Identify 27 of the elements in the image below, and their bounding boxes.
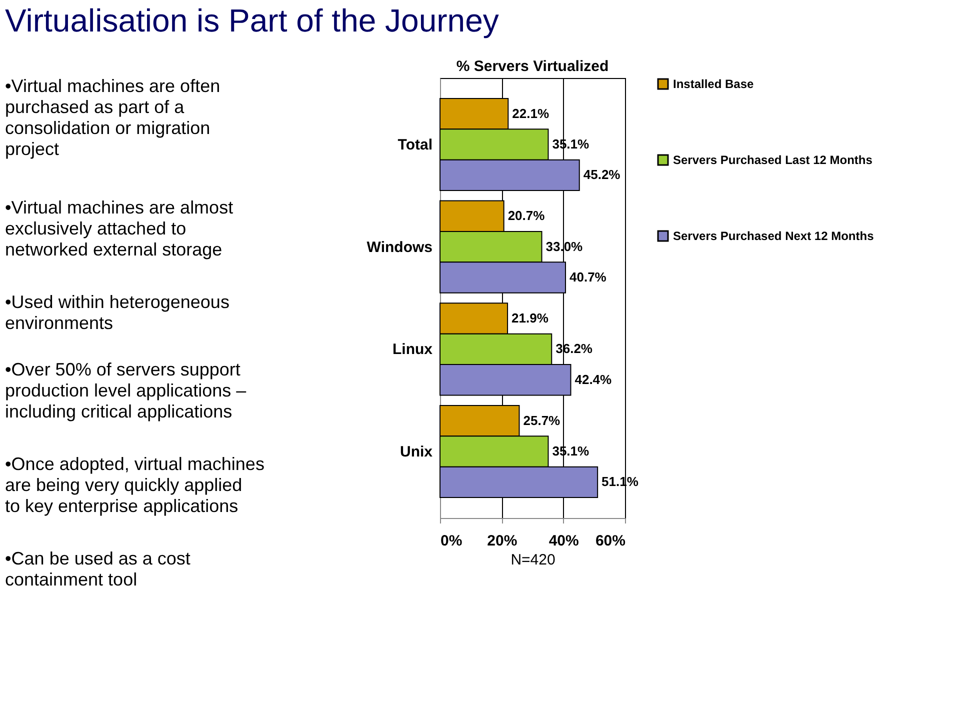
legend-label: Servers Purchased Last 12 Months: [673, 153, 873, 167]
y-tick-label: Linux: [392, 341, 434, 358]
data-label: 42.4%: [574, 372, 612, 387]
data-label: 22.1%: [512, 106, 550, 121]
x-tick-label: 60%: [595, 532, 626, 550]
x-tick-label: 0%: [440, 532, 462, 550]
text: •Can be used as a cost containment tool: [5, 548, 190, 590]
y-tick-label: Windows: [366, 238, 432, 256]
y-tick-label: Total: [398, 136, 432, 154]
data-label: 45.2%: [583, 167, 621, 182]
x-axis-title: N=420: [510, 552, 556, 568]
data-label: 40.7%: [569, 270, 607, 285]
chart-title: Virtualisation is Part of the Journey: [5, 2, 499, 38]
x-tick-label: 40%: [548, 532, 579, 550]
text: •Virtual machines are almost exclusively attached to networked external storage: [5, 198, 234, 260]
data-label: 21.9%: [512, 310, 549, 326]
text: •Used within heterogeneous environments: [5, 292, 230, 333]
legend-label: Installed Base: [673, 77, 754, 91]
chart-subtitle: % Servers Virtualized: [456, 58, 609, 75]
text: •Once adopted, virtual machines are being very quickly applied to key enterprise applications: [5, 454, 264, 516]
text: •Virtual machines are often purchased as part of a consolidation or migration project: [5, 76, 220, 159]
data-label: 20.7%: [508, 208, 546, 224]
legend-label: Servers Purchased Next 12 Months: [673, 229, 874, 243]
data-label: 25.7%: [523, 412, 561, 428]
y-tick-label: Unix: [400, 443, 434, 460]
text: •Over 50% of servers support production level applications – including critical applications: [5, 360, 246, 422]
x-tick-label: 20%: [487, 532, 518, 550]
